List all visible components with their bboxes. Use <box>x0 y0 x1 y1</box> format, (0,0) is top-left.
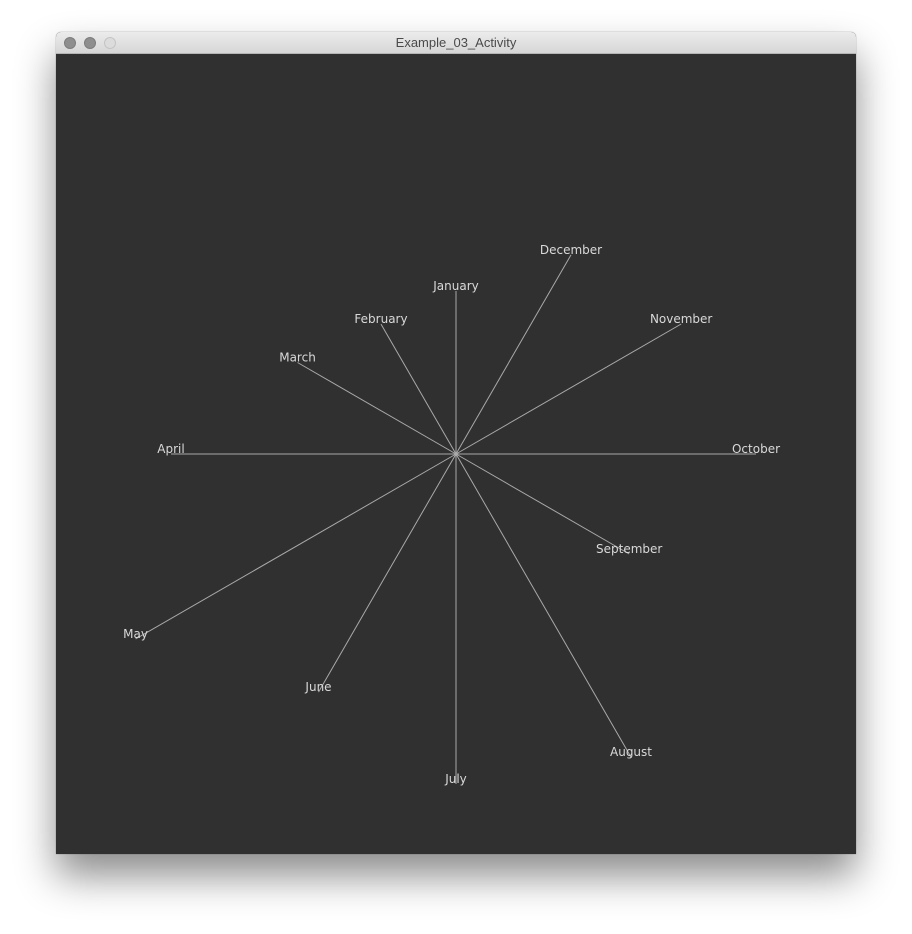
radial-month-chart: January February March April May June July Augu… <box>123 243 780 786</box>
window-title: Example_03_Activity <box>395 35 517 50</box>
spoke-may <box>135 453 457 640</box>
label-june: June <box>304 680 331 694</box>
spoke-november <box>455 323 682 455</box>
close-button[interactable] <box>64 37 76 49</box>
spoke-february <box>380 323 457 455</box>
app-window: Example_03_Activity January February March… <box>56 32 856 854</box>
spoke-september <box>455 453 630 555</box>
spoke-june <box>318 453 457 693</box>
label-january: January <box>432 279 479 293</box>
spoke-march <box>297 362 457 455</box>
label-march: March <box>279 351 316 365</box>
spoke-december <box>455 254 572 455</box>
spoke-august <box>455 453 632 758</box>
minimize-button[interactable] <box>84 37 96 49</box>
label-august: August <box>610 745 652 759</box>
label-september: September <box>596 542 662 556</box>
title-bar[interactable]: Example_03_Activity <box>56 32 856 54</box>
sketch-canvas[interactable]: January February March April May June July Augu… <box>56 54 856 854</box>
label-november: November <box>650 312 712 326</box>
label-april: April <box>157 442 184 456</box>
label-may: May <box>123 627 148 641</box>
label-february: February <box>354 312 407 326</box>
label-october: October <box>732 442 780 456</box>
zoom-button[interactable] <box>104 37 116 49</box>
label-july: July <box>444 772 467 786</box>
label-december: December <box>540 243 602 257</box>
